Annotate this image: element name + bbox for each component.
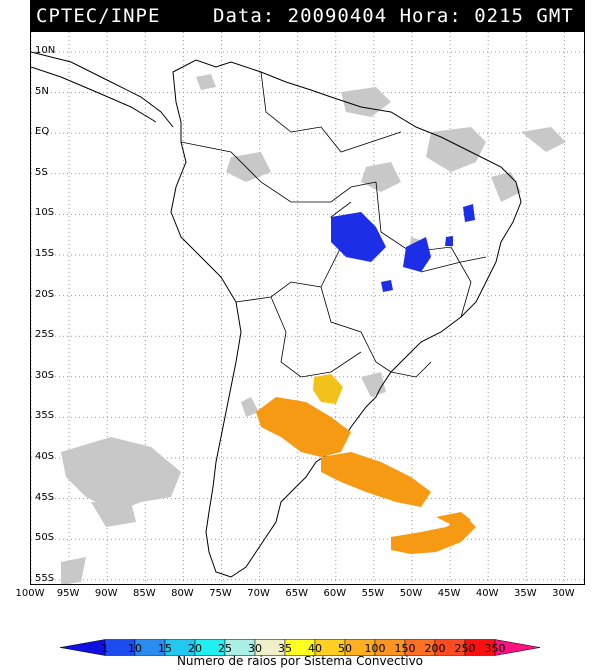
map-panel <box>30 31 585 585</box>
colorbar-tick-label: 35 <box>278 642 292 655</box>
blue-convective-cells <box>331 204 475 292</box>
lat-label: 5N <box>35 85 49 97</box>
colorbar-tick-label: 250 <box>454 642 476 655</box>
colorbar-tick-label: 50 <box>338 642 352 655</box>
lat-label: 10S <box>35 207 55 219</box>
colorbar-tick-label: 350 <box>484 642 506 655</box>
orange-convective-cells <box>256 397 476 554</box>
source-label: CPTEC/INPE <box>36 5 161 27</box>
title-bar: CPTEC/INPE Data: 20090404 Hora: 0215 GMT <box>30 0 585 31</box>
colorbar-tick-label: 20 <box>188 642 202 655</box>
gridlines <box>31 32 584 584</box>
yellow-convective-cells <box>313 374 343 404</box>
lon-label: 75W <box>209 588 232 599</box>
lat-label: 10N <box>35 45 56 56</box>
colorbar-tick-label: 200 <box>424 642 446 655</box>
lat-label: 50S <box>35 532 55 544</box>
colorbar-tick-label: 40 <box>308 642 322 655</box>
lon-label: 45W <box>437 588 461 599</box>
lon-label: 95W <box>56 588 80 599</box>
cloud-areas <box>61 74 566 584</box>
colorbar-tick-label: 100 <box>364 642 386 655</box>
lat-label: EQ <box>35 126 50 138</box>
colorbar-title: Numero de raios por Sistema Convectivo <box>176 654 424 668</box>
colorbar-tick-label: 1 <box>101 642 109 655</box>
lon-label: 55W <box>361 588 385 599</box>
date-time-label: Data: 20090404 Hora: 0215 GMT <box>213 5 574 27</box>
lat-label: 25S <box>35 329 55 341</box>
lat-label: 40S <box>35 451 55 462</box>
lat-label: 45S <box>35 491 55 503</box>
lon-label: 40W <box>475 588 499 599</box>
country-borders <box>180 71 487 378</box>
lat-label: 20S <box>35 288 55 300</box>
lon-label: 60W <box>323 588 347 599</box>
colorbar-tick-label: 10 <box>128 642 142 655</box>
colorbar-tick-label: 15 <box>158 642 172 655</box>
lon-label: 30W <box>552 588 575 599</box>
lat-label: 55S <box>35 572 55 584</box>
lon-label: 70W <box>247 588 270 599</box>
colorbar-tick-label: 25 <box>218 642 232 655</box>
lat-label: 5S <box>35 166 48 178</box>
colorbar-tick-label: 30 <box>248 642 262 655</box>
colorbar-segment <box>494 639 541 656</box>
lat-label: 35S <box>35 410 55 422</box>
lon-label: 100W <box>15 588 45 599</box>
lon-label: 85W <box>132 588 156 599</box>
lat-label: 30S <box>35 369 55 381</box>
lon-label: 80W <box>171 588 194 599</box>
colorbar <box>59 639 541 656</box>
lon-label: 90W <box>94 588 118 599</box>
lon-label: 35W <box>513 588 537 599</box>
lon-label: 50W <box>399 588 423 599</box>
map-svg <box>31 32 584 584</box>
lon-label: 65W <box>285 588 308 599</box>
colorbar-tick-label: 150 <box>394 642 416 655</box>
lat-label: 15S <box>35 248 55 259</box>
